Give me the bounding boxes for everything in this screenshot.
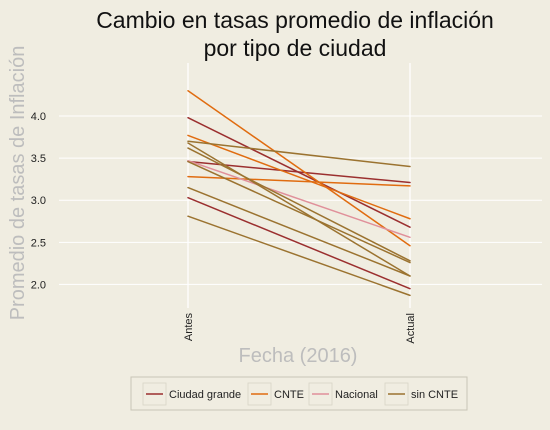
series-line: [187, 134, 411, 220]
y-tick-label: 3.5: [31, 153, 46, 165]
series-line: [187, 90, 411, 247]
legend-label: Nacional: [335, 389, 378, 401]
x-tick-label: Actual: [405, 313, 417, 344]
y-tick-label: 4.0: [31, 111, 46, 123]
y-axis-title: Promedio de tasas de Inflación: [7, 46, 29, 321]
legend: Ciudad grande CNTE Nacional sin CNTE: [130, 376, 468, 411]
legend-label: Ciudad grande: [169, 389, 241, 401]
series-line: [187, 186, 411, 277]
series-line: [187, 142, 411, 277]
legend-label: sin CNTE: [411, 389, 458, 401]
series-line: [187, 140, 411, 168]
chart-title-line-1: Cambio en tasas promedio de inflación: [96, 7, 494, 33]
y-tick-label: 2.0: [31, 279, 46, 291]
series-line: [187, 159, 411, 239]
chart-title-line-2: por tipo de ciudad: [204, 35, 387, 61]
series-layer: [187, 90, 411, 297]
x-tick-label: Antes: [183, 313, 195, 342]
series-line: [187, 196, 411, 290]
series-line: [187, 147, 411, 262]
series-line: [187, 215, 411, 297]
x-axis-title: Fecha (2016): [239, 345, 358, 367]
y-tick-label: 3.0: [31, 195, 46, 207]
series-line: [187, 160, 411, 264]
tick-layer: 2.0 2.5 3.0 3.5 4.0 Antes Actual: [31, 111, 417, 344]
y-tick-label: 2.5: [31, 237, 46, 249]
legend-items: Ciudad grande CNTE Nacional sin CNTE: [142, 382, 458, 406]
legend-box: [130, 376, 468, 411]
legend-label: CNTE: [274, 389, 304, 401]
